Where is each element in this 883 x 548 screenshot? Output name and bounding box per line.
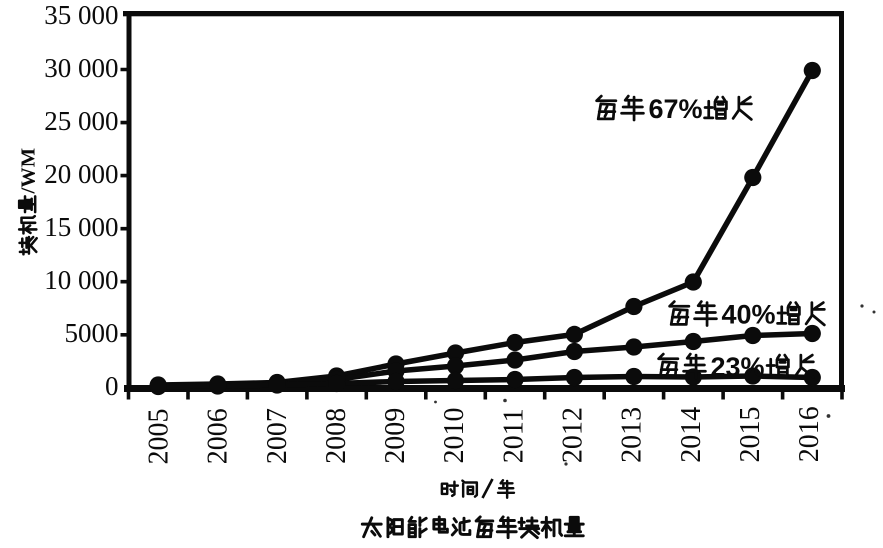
- svg-text:2016: 2016: [794, 406, 825, 462]
- svg-text:/WM: /WM: [18, 148, 40, 195]
- svg-text:2005: 2005: [144, 409, 175, 465]
- svg-text:2008: 2008: [321, 408, 352, 464]
- svg-text:25 000: 25 000: [44, 106, 118, 136]
- svg-text:20 000: 20 000: [44, 159, 118, 189]
- svg-text:2011: 2011: [498, 408, 529, 463]
- svg-text:30 000: 30 000: [44, 53, 118, 83]
- svg-text:2009: 2009: [380, 408, 411, 464]
- svg-text:5000: 5000: [65, 318, 119, 348]
- svg-text:0: 0: [105, 371, 119, 401]
- svg-text:2010: 2010: [439, 408, 470, 464]
- svg-text:15 000: 15 000: [44, 212, 118, 242]
- svg-text:35 000: 35 000: [44, 0, 118, 30]
- svg-text:2007: 2007: [262, 408, 293, 464]
- svg-text:2012: 2012: [558, 407, 589, 463]
- svg-text:2013: 2013: [617, 407, 648, 463]
- svg-text:2015: 2015: [735, 407, 766, 463]
- svg-text:40%: 40%: [722, 300, 776, 330]
- svg-text:10 000: 10 000: [44, 265, 118, 295]
- svg-text:23%: 23%: [711, 352, 765, 382]
- svg-text:2014: 2014: [676, 407, 707, 463]
- svg-text:2006: 2006: [203, 408, 234, 464]
- svg-text:67%: 67%: [649, 94, 703, 124]
